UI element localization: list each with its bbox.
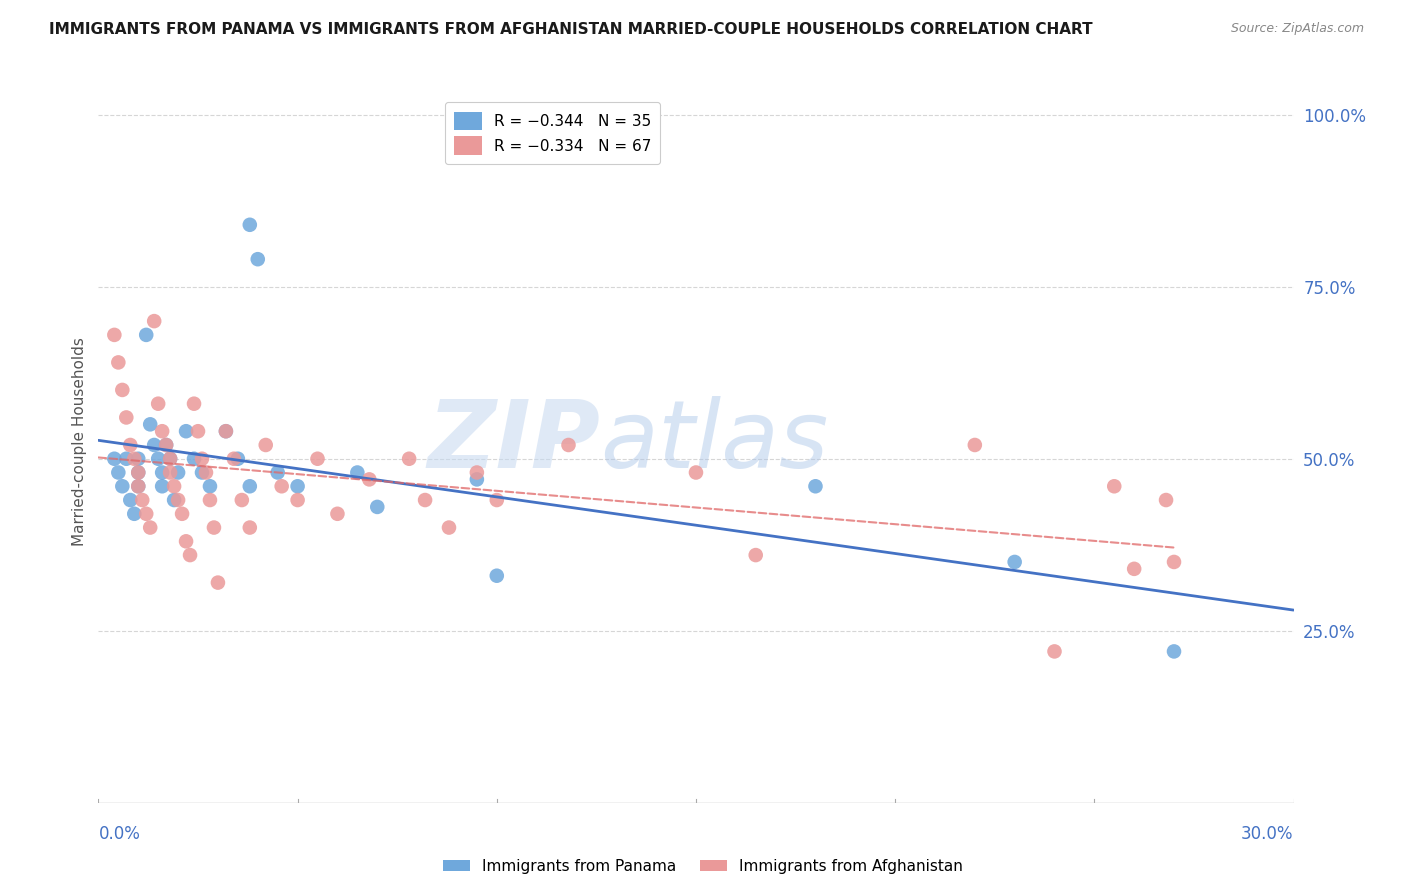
Point	[207, 575, 229, 590]
Text: IMMIGRANTS FROM PANAMA VS IMMIGRANTS FROM AFGHANISTAN MARRIED-COUPLE HOUSEHOLDS : IMMIGRANTS FROM PANAMA VS IMMIGRANTS FRO…	[49, 22, 1092, 37]
Point	[963, 438, 986, 452]
Point	[1154, 493, 1177, 508]
Point	[557, 438, 579, 452]
Point	[103, 327, 125, 342]
Point	[485, 493, 508, 508]
Point	[172, 507, 194, 521]
Legend: Immigrants from Panama, Immigrants from Afghanistan: Immigrants from Panama, Immigrants from …	[437, 853, 969, 880]
Text: 0.0%: 0.0%	[98, 825, 141, 843]
Point	[413, 493, 436, 508]
Point	[195, 466, 218, 480]
Point	[179, 548, 201, 562]
Point	[131, 493, 153, 508]
Point	[437, 520, 460, 534]
Point	[150, 466, 173, 480]
Point	[326, 507, 349, 521]
Point	[398, 451, 420, 466]
Point	[127, 466, 149, 480]
Point	[124, 451, 146, 466]
Point	[359, 472, 381, 486]
Point	[163, 493, 186, 508]
Point	[183, 451, 205, 466]
Point	[159, 451, 181, 466]
Y-axis label: Married-couple Households: Married-couple Households	[72, 337, 87, 546]
Point	[120, 438, 142, 452]
Point	[485, 568, 508, 582]
Point	[127, 451, 149, 466]
Point	[198, 479, 221, 493]
Point	[198, 493, 221, 508]
Point	[191, 466, 214, 480]
Point	[111, 383, 134, 397]
Point	[1004, 555, 1026, 569]
Point	[1163, 555, 1185, 569]
Point	[148, 397, 170, 411]
Point	[127, 479, 149, 493]
Point	[124, 507, 146, 521]
Point	[215, 424, 238, 438]
Point	[226, 451, 249, 466]
Point	[267, 466, 290, 480]
Point	[307, 451, 329, 466]
Point	[239, 520, 262, 534]
Point	[222, 451, 245, 466]
Point	[231, 493, 253, 508]
Point	[191, 451, 214, 466]
Point	[1043, 644, 1066, 658]
Point	[287, 493, 309, 508]
Point	[246, 252, 269, 267]
Point	[167, 466, 190, 480]
Point	[346, 466, 368, 480]
Point	[287, 479, 309, 493]
Point	[202, 520, 225, 534]
Point	[215, 424, 238, 438]
Point	[139, 417, 162, 432]
Point	[745, 548, 768, 562]
Point	[159, 451, 181, 466]
Point	[254, 438, 277, 452]
Point	[239, 479, 262, 493]
Text: atlas: atlas	[600, 396, 828, 487]
Point	[174, 534, 197, 549]
Point	[120, 493, 142, 508]
Point	[150, 479, 173, 493]
Point	[187, 424, 209, 438]
Point	[155, 438, 177, 452]
Point	[270, 479, 292, 493]
Point	[1123, 562, 1146, 576]
Point	[183, 397, 205, 411]
Point	[1104, 479, 1126, 493]
Point	[174, 424, 197, 438]
Point	[115, 451, 138, 466]
Point	[163, 479, 186, 493]
Point	[139, 520, 162, 534]
Point	[167, 493, 190, 508]
Point	[143, 438, 166, 452]
Point	[148, 451, 170, 466]
Point	[143, 314, 166, 328]
Point	[115, 410, 138, 425]
Point	[155, 438, 177, 452]
Point	[366, 500, 388, 514]
Point	[150, 424, 173, 438]
Point	[1163, 644, 1185, 658]
Point	[111, 479, 134, 493]
Text: ZIP: ZIP	[427, 395, 600, 488]
Point	[239, 218, 262, 232]
Point	[465, 466, 488, 480]
Point	[127, 466, 149, 480]
Point	[127, 479, 149, 493]
Point	[135, 507, 157, 521]
Legend: R = −0.344   N = 35, R = −0.334   N = 67: R = −0.344 N = 35, R = −0.334 N = 67	[444, 103, 661, 164]
Point	[159, 466, 181, 480]
Point	[685, 466, 707, 480]
Point	[107, 466, 129, 480]
Point	[107, 355, 129, 369]
Point	[135, 327, 157, 342]
Point	[465, 472, 488, 486]
Text: 30.0%: 30.0%	[1241, 825, 1294, 843]
Text: Source: ZipAtlas.com: Source: ZipAtlas.com	[1230, 22, 1364, 36]
Point	[804, 479, 827, 493]
Point	[103, 451, 125, 466]
